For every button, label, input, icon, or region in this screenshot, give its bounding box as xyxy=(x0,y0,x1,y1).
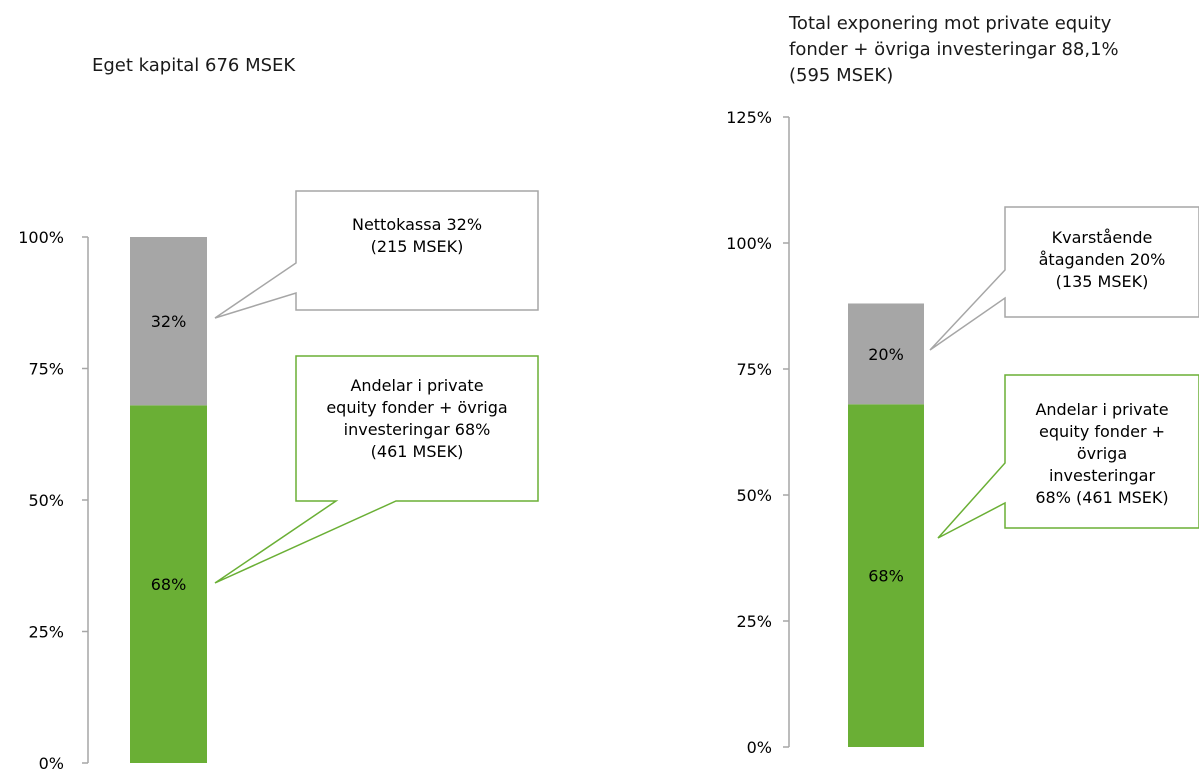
callout-text: Kvarstående xyxy=(1052,228,1153,247)
callout-text: Andelar i private xyxy=(350,376,483,395)
callout-text: Andelar i private xyxy=(1035,400,1168,419)
callout-text: (135 MSEK) xyxy=(1056,272,1149,291)
bar-segment xyxy=(130,405,207,763)
callout-text: equity fonder + övriga xyxy=(326,398,507,417)
y-tick-label: 25% xyxy=(736,612,772,631)
y-tick-label: 100% xyxy=(726,234,772,253)
callout-text: 68% (461 MSEK) xyxy=(1035,488,1168,507)
callout-box xyxy=(214,190,539,319)
callout-text: (461 MSEK) xyxy=(371,442,464,461)
chart-title: fonder + övriga investeringar 88,1% xyxy=(789,39,1119,60)
callout-text: åtaganden 20% xyxy=(1039,250,1166,269)
bar-segment xyxy=(130,237,207,406)
bar-segment xyxy=(848,404,924,747)
y-tick-label: 75% xyxy=(28,360,64,379)
data-label: 68% xyxy=(868,567,904,586)
y-tick-label: 0% xyxy=(747,738,772,757)
callout-box xyxy=(214,355,539,584)
callout-text: equity fonder + xyxy=(1039,422,1165,441)
callout-text: investeringar xyxy=(1049,466,1155,485)
callout-text: Nettokassa 32% xyxy=(352,215,482,234)
data-label: 32% xyxy=(151,312,187,331)
callout-text: investeringar 68% xyxy=(344,420,491,439)
chart-title: Eget kapital 676 MSEK xyxy=(92,55,296,76)
callout-box xyxy=(929,206,1199,351)
data-label: 68% xyxy=(151,575,187,594)
y-tick-label: 50% xyxy=(28,491,64,510)
data-label: 20% xyxy=(868,345,904,364)
chart-title: (595 MSEK) xyxy=(789,65,893,86)
y-tick-label: 0% xyxy=(39,754,64,769)
y-tick-label: 100% xyxy=(18,228,64,247)
y-tick-label: 125% xyxy=(726,108,772,127)
y-tick-label: 25% xyxy=(28,623,64,642)
callout-text: övriga xyxy=(1077,444,1127,463)
y-tick-label: 75% xyxy=(736,360,772,379)
y-tick-label: 50% xyxy=(736,486,772,505)
chart-title: Total exponering mot private equity xyxy=(788,13,1112,34)
callout-text: (215 MSEK) xyxy=(371,237,464,256)
callout-box xyxy=(937,374,1199,539)
bar-segment xyxy=(848,303,924,405)
